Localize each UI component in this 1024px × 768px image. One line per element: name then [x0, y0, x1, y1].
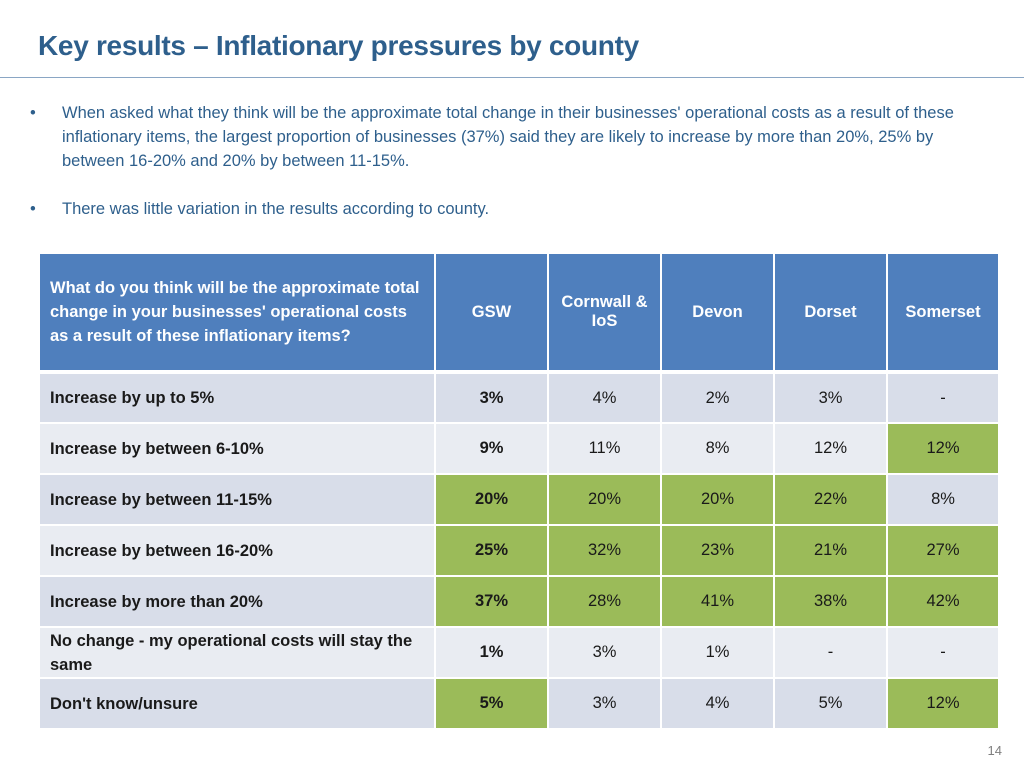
table-cell: 20% — [547, 473, 662, 526]
table-cell: 20% — [434, 473, 549, 526]
question-header: What do you think will be the approximat… — [38, 252, 436, 374]
column-header-devon: Devon — [660, 252, 775, 374]
table-row: Don't know/unsure 5% 3% 4% 5% 12% — [38, 677, 1000, 730]
table-cell: 11% — [547, 422, 662, 475]
table-cell: 1% — [660, 626, 775, 679]
table-row: Increase by between 6-10% 9% 11% 8% 12% 12% — [38, 422, 1000, 475]
table-cell: 9% — [434, 422, 549, 475]
table-row: Increase by up to 5% 3% 4% 2% 3% - — [38, 371, 1000, 424]
table-cell: 8% — [660, 422, 775, 475]
table-cell: 27% — [886, 524, 1000, 577]
table-cell: 1% — [434, 626, 549, 679]
table-cell: 20% — [660, 473, 775, 526]
table-cell: 38% — [773, 575, 888, 628]
row-label: Increase by between 6-10% — [38, 422, 436, 475]
page-number: 14 — [987, 743, 1002, 758]
table-cell: 3% — [547, 677, 662, 730]
row-label: No change - my operational costs will st… — [38, 626, 436, 679]
row-label: Increase by between 16-20% — [38, 524, 436, 577]
table-cell: 41% — [660, 575, 775, 628]
column-header-dorset: Dorset — [773, 252, 888, 374]
table-row: Increase by between 11-15% 20% 20% 20% 22% 8% — [38, 473, 1000, 526]
column-header-cornwall: Cornwall & IoS — [547, 252, 662, 374]
bullet-text: When asked what they think will be the a… — [62, 104, 954, 170]
row-label: Don't know/unsure — [38, 677, 436, 730]
table-cell: 4% — [547, 371, 662, 424]
bullet-marker: • — [30, 200, 36, 218]
table-cell: 22% — [773, 473, 888, 526]
bullet-text: There was little variation in the result… — [62, 200, 490, 218]
table-cell: - — [886, 626, 1000, 679]
table-cell: 28% — [547, 575, 662, 628]
title-divider — [0, 77, 1024, 78]
table-cell: - — [886, 371, 1000, 424]
table-cell: 2% — [660, 371, 775, 424]
table-row: No change - my operational costs will st… — [38, 626, 1000, 679]
table-cell: 5% — [434, 677, 549, 730]
table-cell: 37% — [434, 575, 549, 628]
table-cell: 32% — [547, 524, 662, 577]
table-cell: 12% — [886, 422, 1000, 475]
table-row: Increase by more than 20% 37% 28% 41% 38% 42% — [38, 575, 1000, 628]
column-header-gsw: GSW — [434, 252, 549, 374]
table-cell: 23% — [660, 524, 775, 577]
table-cell: 12% — [886, 677, 1000, 730]
table-cell: 42% — [886, 575, 1000, 628]
table-cell: 12% — [773, 422, 888, 475]
table-cell: 8% — [886, 473, 1000, 526]
row-label: Increase by more than 20% — [38, 575, 436, 628]
table-cell: 3% — [547, 626, 662, 679]
column-header-somerset: Somerset — [886, 252, 1000, 374]
table-cell: 3% — [434, 371, 549, 424]
table-cell: - — [773, 626, 888, 679]
table-cell: 3% — [773, 371, 888, 424]
table-header-row: What do you think will be the approximat… — [38, 252, 1000, 374]
table-cell: 4% — [660, 677, 775, 730]
slide-title: Key results – Inflationary pressures by … — [38, 30, 639, 61]
table-body: Increase by up to 5% 3% 4% 2% 3% - Increase by… — [38, 371, 1000, 730]
table-cell: 5% — [773, 677, 888, 730]
row-label: Increase by between 11-15% — [38, 473, 436, 526]
table-cell: 21% — [773, 524, 888, 577]
results-table: What do you think will be the approximat… — [38, 252, 1000, 730]
table-cell: 25% — [434, 524, 549, 577]
table-row: Increase by between 16-20% 25% 32% 23% 21% 27… — [38, 524, 1000, 577]
bullet-marker: • — [30, 104, 36, 122]
row-label: Increase by up to 5% — [38, 371, 436, 424]
